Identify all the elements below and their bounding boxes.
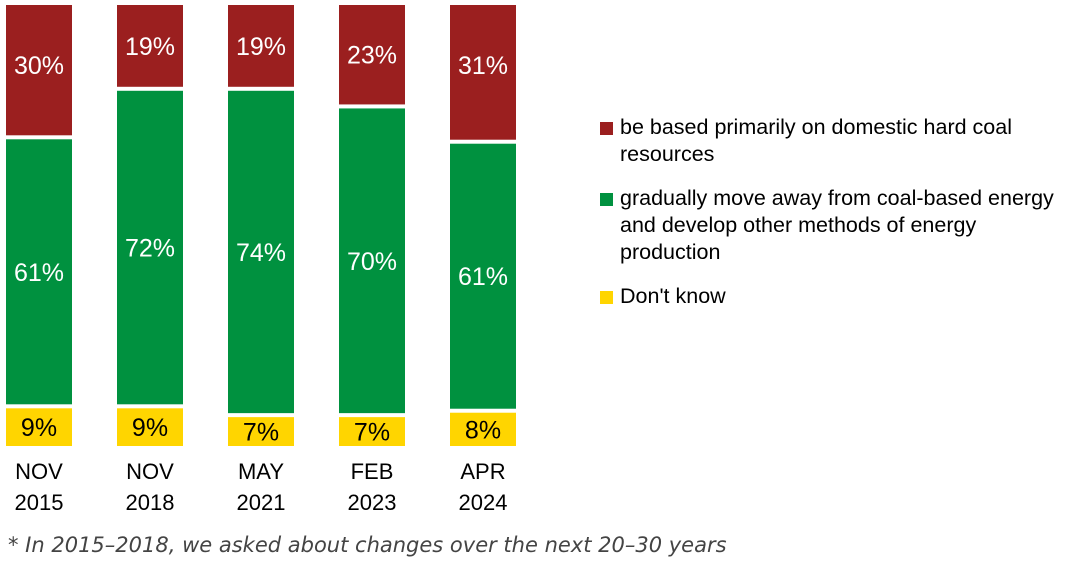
data-label-dont-know-0: 9% xyxy=(21,414,57,442)
bar-dont-know-4 xyxy=(450,412,516,446)
bar-dont-know-2 xyxy=(228,417,294,446)
category-label-0-year: 2015 xyxy=(15,490,64,515)
bar-dont-know-3 xyxy=(339,417,405,446)
data-label-coal-0: 30% xyxy=(14,52,64,80)
stacked-bar-chart: 9% 61% 30% NOV 2015 9% 72% 19% NOV 2018 7% 74% 19% MA… xyxy=(6,5,516,515)
bar-move-away-2 xyxy=(228,90,294,414)
category-label-4-year: 2024 xyxy=(459,490,508,515)
data-label-move-away-2: 74% xyxy=(236,239,286,267)
category-label-4-month: APR xyxy=(460,459,505,484)
legend-label-dont-know: Don't know xyxy=(620,284,726,308)
legend-item-move-away: gradually move away from coal-based ener… xyxy=(600,185,1070,266)
legend-swatch-dont-know xyxy=(600,291,613,304)
data-label-dont-know-2: 7% xyxy=(243,419,279,447)
bar-dont-know-1 xyxy=(117,408,183,446)
legend-label-coal: be based primarily on domestic hard coal… xyxy=(620,115,1012,166)
data-label-move-away-1: 72% xyxy=(125,235,175,263)
data-label-coal-4: 31% xyxy=(458,52,508,80)
legend: be based primarily on domestic hard coal… xyxy=(600,114,1070,327)
data-label-move-away-0: 61% xyxy=(14,259,64,287)
bar-move-away-3 xyxy=(339,108,405,414)
category-label-0-month: NOV xyxy=(15,459,63,484)
bar-move-away-1 xyxy=(117,90,183,405)
legend-item-dont-know: Don't know xyxy=(600,283,1070,310)
data-label-move-away-3: 70% xyxy=(347,248,397,276)
category-label-1-year: 2018 xyxy=(126,490,175,515)
data-label-dont-know-3: 7% xyxy=(354,419,390,447)
data-label-coal-2: 19% xyxy=(236,33,286,61)
legend-swatch-move-away xyxy=(600,193,613,206)
category-label-2-month: MAY xyxy=(238,459,284,484)
category-label-2-year: 2021 xyxy=(237,490,286,515)
legend-swatch-coal xyxy=(600,122,613,135)
bar-coal-1 xyxy=(117,5,183,87)
bar-move-away-4 xyxy=(450,143,516,409)
bar-coal-4 xyxy=(450,5,516,140)
bar-dont-know-0 xyxy=(6,408,72,446)
category-label-1-month: NOV xyxy=(126,459,174,484)
data-label-coal-1: 19% xyxy=(125,33,175,61)
legend-label-move-away: gradually move away from coal-based ener… xyxy=(620,186,1054,264)
data-label-coal-3: 23% xyxy=(347,42,397,70)
bar-coal-0 xyxy=(6,5,72,136)
category-label-3-year: 2023 xyxy=(348,490,397,515)
footnote: * In 2015–2018, we asked about changes o… xyxy=(8,533,727,557)
data-label-dont-know-1: 9% xyxy=(132,414,168,442)
bar-move-away-0 xyxy=(6,139,72,405)
category-label-3-month: FEB xyxy=(351,459,394,484)
data-label-move-away-4: 61% xyxy=(458,263,508,291)
bar-coal-2 xyxy=(228,5,294,87)
legend-item-coal: be based primarily on domestic hard coal… xyxy=(600,114,1070,168)
data-label-dont-know-4: 8% xyxy=(465,416,501,444)
bar-coal-3 xyxy=(339,5,405,105)
